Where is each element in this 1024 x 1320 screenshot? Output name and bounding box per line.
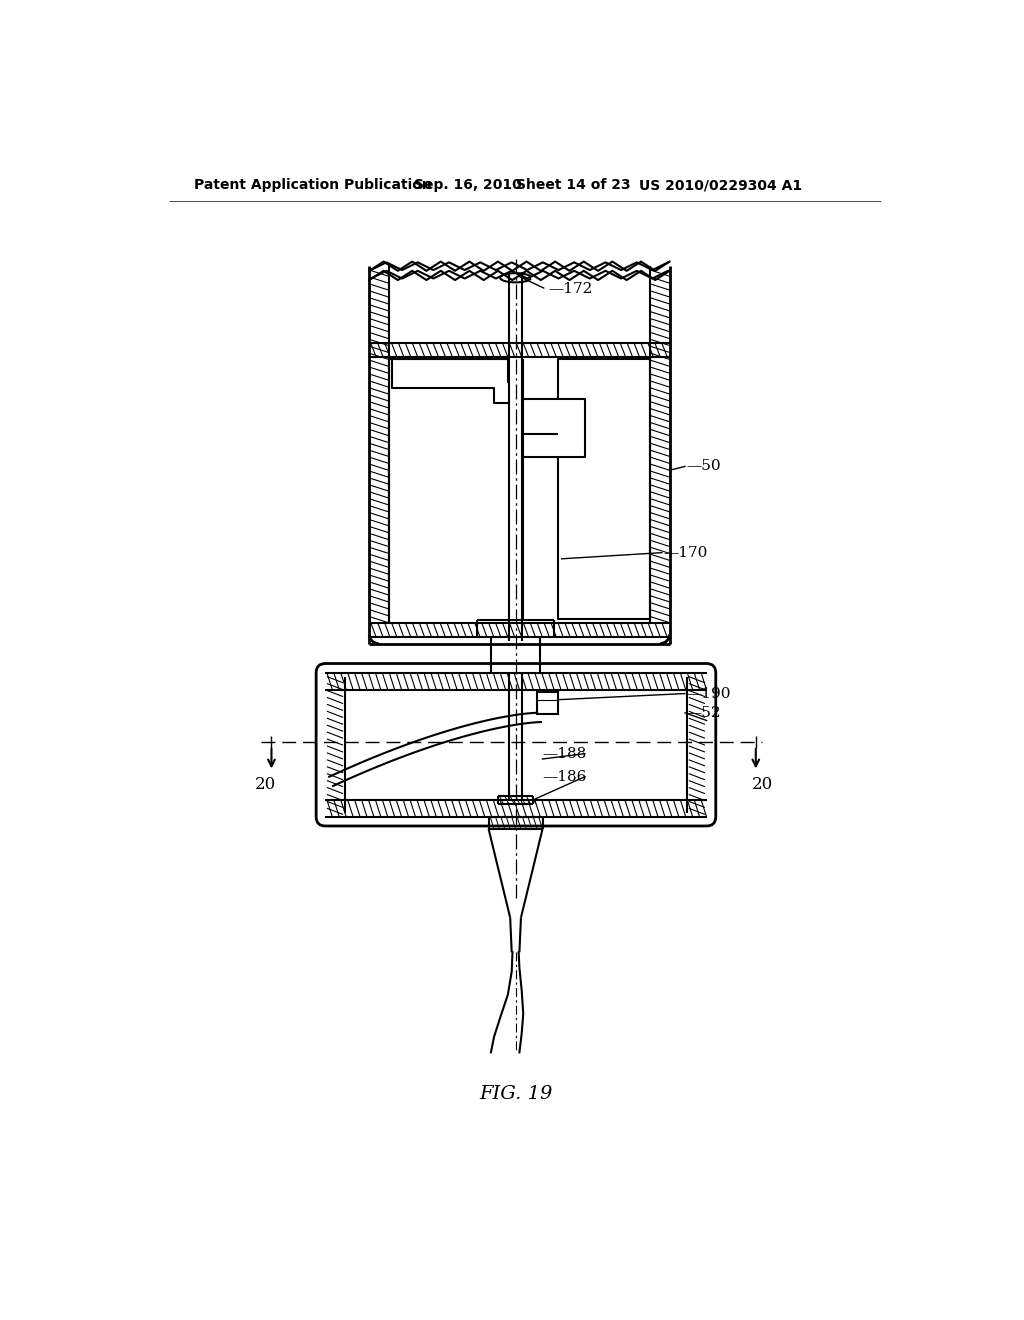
Text: Patent Application Publication: Patent Application Publication (194, 178, 431, 193)
Text: FIG. 19: FIG. 19 (479, 1085, 552, 1104)
Text: 20: 20 (752, 776, 772, 793)
Text: Sep. 16, 2010: Sep. 16, 2010 (414, 178, 521, 193)
Text: —190: —190 (686, 686, 731, 701)
Text: —52: —52 (686, 706, 721, 719)
Text: —170: —170 (664, 545, 708, 560)
Text: —186: —186 (543, 770, 587, 784)
Text: US 2010/0229304 A1: US 2010/0229304 A1 (639, 178, 802, 193)
FancyBboxPatch shape (316, 664, 716, 826)
Text: —172: —172 (548, 282, 592, 296)
Bar (538, 692, 558, 714)
Text: Sheet 14 of 23: Sheet 14 of 23 (515, 178, 630, 193)
Text: 20: 20 (255, 776, 275, 793)
Text: —188: —188 (543, 747, 587, 760)
Text: —50: —50 (686, 459, 721, 474)
